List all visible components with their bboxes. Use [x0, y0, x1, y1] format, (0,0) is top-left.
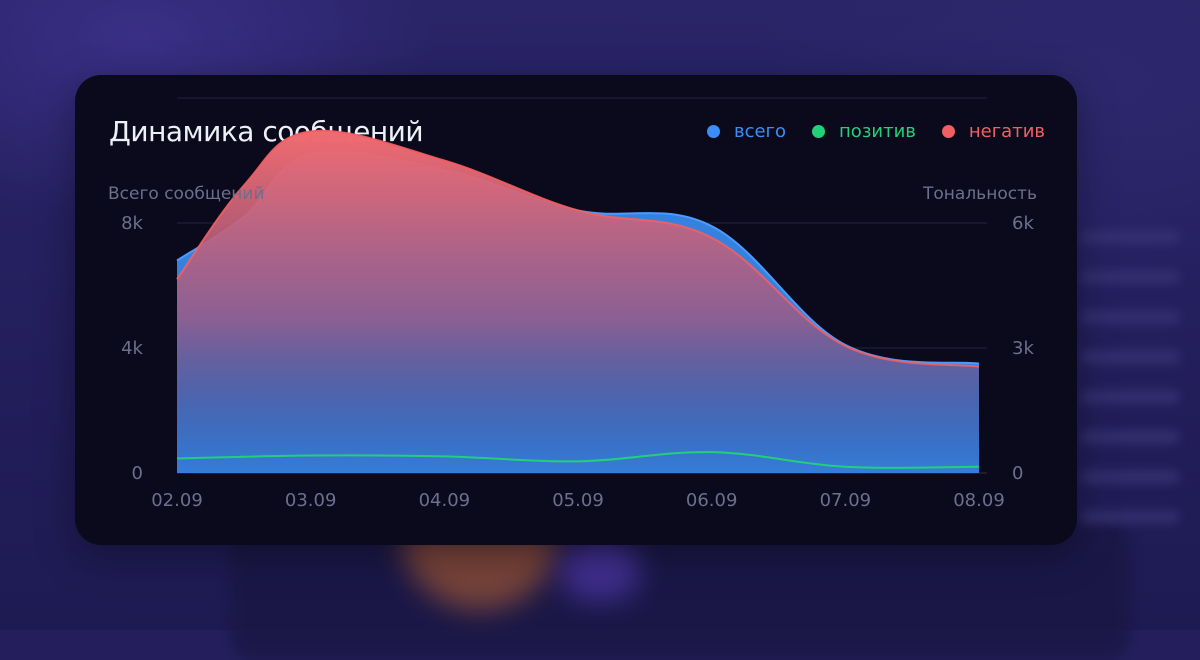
x-tick-label: 07.09: [820, 490, 872, 511]
y-axis-title-left: Всего сообщений: [108, 184, 265, 204]
background-list: [1080, 230, 1180, 630]
series-line-positive: [176, 451, 980, 469]
series-line-negative: [176, 129, 980, 368]
legend-item-positive[interactable]: позитив: [812, 121, 916, 142]
chart-plot: Всего сообщений Тональность 0 4k 8k 0 3k 6k 02.0…: [108, 97, 1037, 511]
background-list-row: [1080, 310, 1180, 324]
legend-dot-positive: [812, 125, 826, 138]
x-tick-label: 08.09: [953, 490, 1005, 511]
background-list-row: [1080, 270, 1180, 284]
legend-dot-total: [706, 125, 720, 138]
x-tick-label: 05.09: [552, 490, 604, 511]
chart-card: Динамика сообщений всего позитив негатив…: [75, 75, 1077, 545]
legend-dot-negative: [941, 125, 955, 138]
chart-legend: всего позитив негатив: [706, 121, 1045, 142]
legend-item-negative[interactable]: негатив: [941, 121, 1045, 142]
series-area-negative: [177, 130, 979, 473]
x-tick-label: 04.09: [419, 490, 471, 511]
y-tick-label-left: 0: [132, 463, 143, 484]
legend-label-negative: негатив: [968, 121, 1045, 142]
y-tick-label-right: 0: [1012, 463, 1023, 484]
background-list-row: [1080, 470, 1180, 484]
x-tick-label: 02.09: [151, 490, 203, 511]
y-tick-label-right: 3k: [1012, 338, 1034, 359]
background-list-row: [1080, 230, 1180, 244]
y-tick-label-left: 4k: [121, 338, 143, 359]
y-axis-title-right: Тональность: [922, 184, 1037, 204]
legend-label-total: всего: [733, 121, 787, 142]
background-list-row: [1080, 510, 1180, 524]
background-list-row: [1080, 350, 1180, 364]
y-tick-label-left: 8k: [121, 213, 143, 234]
y-tick-label-right: 6k: [1012, 213, 1034, 234]
x-tick-label: 03.09: [285, 490, 337, 511]
legend-item-total[interactable]: всего: [706, 121, 787, 142]
x-tick-label: 06.09: [686, 490, 738, 511]
legend-label-positive: позитив: [839, 121, 916, 142]
background-donut-segment-2: [560, 540, 640, 600]
background-list-row: [1080, 430, 1180, 444]
background-list-row: [1080, 390, 1180, 404]
